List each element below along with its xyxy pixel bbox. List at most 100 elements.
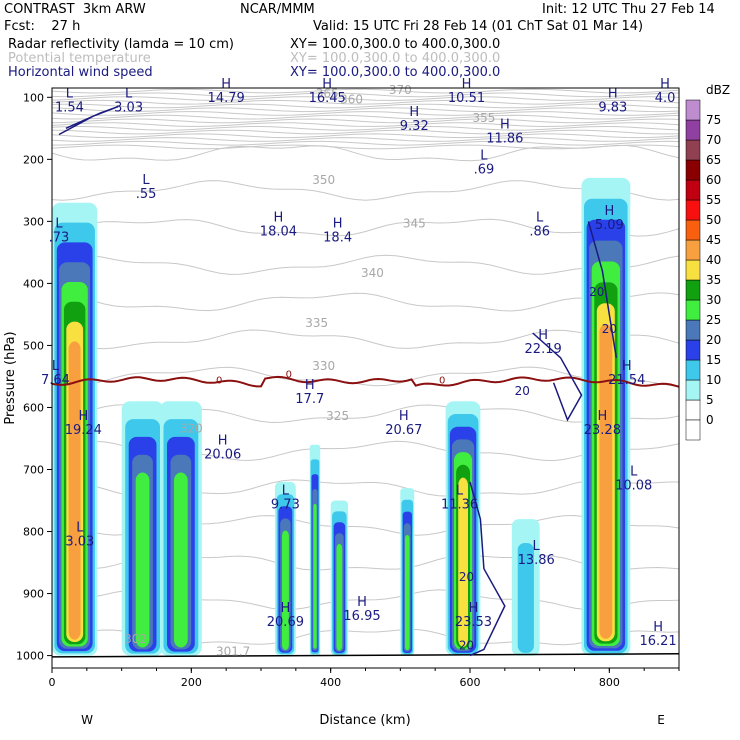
- wind-extremum: L.73: [49, 217, 70, 246]
- x-west-label: W: [81, 713, 93, 727]
- field-xy-wind: XY= 100.0,300.0 to 400.0,300.0: [290, 65, 501, 80]
- theta-contour-upper: [52, 125, 679, 131]
- theta-contour-upper: [52, 118, 679, 124]
- colorbar-level-label: 70: [706, 133, 721, 147]
- wind-extremum-type: L: [456, 483, 464, 498]
- freezing-level-label: 0: [216, 376, 222, 387]
- wind-extremum: L.86: [529, 210, 550, 239]
- wind-extremum-value: 16.45: [309, 91, 346, 106]
- colorbar-level-label: 40: [706, 253, 721, 267]
- wind-extremum: L3.03: [114, 86, 143, 115]
- wind-extremum-value: 10.08: [615, 479, 652, 494]
- wind-extremum-value: 16.21: [639, 634, 676, 649]
- wind-extremum-value: 18.04: [260, 224, 297, 239]
- wind-extremum-value: 9.83: [598, 100, 627, 115]
- wind-extremum-value: 20.06: [204, 448, 241, 463]
- wind-extremum: L.69: [474, 148, 495, 177]
- theta-contour-upper: [52, 96, 679, 101]
- wind-extremum-type: H: [399, 409, 409, 424]
- valid-time: Valid: 15 UTC Fri 28 Feb 14 (01 ChT Sat …: [313, 19, 644, 34]
- theta-contour: [52, 180, 679, 201]
- colorbar-swatch: [685, 119, 701, 141]
- colorbar-level-label: 5: [706, 393, 714, 407]
- theta-contour: [52, 218, 679, 237]
- theta-contour-upper: [52, 122, 679, 128]
- wind-extremum-value: 9.32: [400, 119, 429, 134]
- colorbar-level-label: 75: [706, 113, 721, 127]
- colorbar-swatch: [685, 139, 701, 161]
- isotach-label: 20: [459, 570, 474, 584]
- reflectivity-band: [405, 535, 410, 651]
- y-tick-label: 900: [23, 588, 44, 601]
- theta-label: 365: [316, 86, 339, 100]
- wind-extremum-value: 3.03: [65, 535, 94, 550]
- wind-extremum-value: 1.54: [55, 100, 84, 115]
- wind-extremum-value: .55: [136, 187, 157, 202]
- x-east-label: E: [657, 713, 665, 727]
- wind-extremum-value: 16.95: [343, 609, 380, 624]
- y-tick-label: 200: [23, 153, 44, 166]
- y-tick-label: 700: [23, 463, 44, 476]
- freezing-level-label: 0: [439, 376, 445, 387]
- colorbar-swatch: [685, 239, 701, 261]
- freezing-level-line: [52, 375, 679, 388]
- wind-extremum: H4.0: [655, 77, 676, 106]
- wind-extremum-value: .69: [474, 162, 495, 177]
- wind-extremum-value: 17.7: [295, 392, 324, 407]
- wind-extremum: H18.4: [323, 217, 352, 246]
- freezing-level: 0 0 0: [52, 369, 679, 658]
- isotach-label: 20: [589, 285, 604, 299]
- colorbar-swatch: [685, 199, 701, 221]
- theta-contour-upper: [52, 103, 679, 109]
- x-tick-label: 400: [320, 676, 341, 689]
- forecast-hour: Fcst: 27 h: [4, 19, 81, 34]
- isotach-line: [587, 221, 618, 358]
- wind-extremum-value: 23.53: [455, 615, 492, 630]
- wind-extremum-value: .73: [49, 231, 70, 246]
- wind-extremum: L1.54: [55, 86, 84, 115]
- y-axis-label: Pressure (hPa): [3, 331, 18, 424]
- wind-extremum-type: H: [660, 77, 670, 92]
- wind-extremum: H16.21: [639, 620, 676, 649]
- colorbar-swatch: [685, 259, 701, 281]
- colorbar-swatch: [685, 339, 701, 361]
- theta-contour-upper: [52, 107, 679, 113]
- theta-contour-upper: [52, 88, 679, 94]
- wind-extremum-type: H: [462, 77, 472, 92]
- wind-extremum-value: .86: [529, 224, 550, 239]
- wind-extremum: H20.06: [204, 434, 241, 463]
- theta-label: 340: [361, 266, 384, 280]
- wind-extremum: L13.86: [518, 539, 555, 568]
- wind-extremum-value: 11.36: [441, 497, 478, 512]
- colorbar-level-label: 35: [706, 273, 721, 287]
- colorbar-level-label: 15: [706, 353, 721, 367]
- y-tick-label: 600: [23, 401, 44, 414]
- wind-extremum: L3.03: [65, 521, 94, 550]
- field-label-theta: Potential temperature: [8, 51, 151, 66]
- wind-extremum: H18.04: [260, 210, 297, 239]
- colorbar-swatch: [685, 319, 701, 341]
- y-tick-label: 300: [23, 215, 44, 228]
- colorbar-unit: dBZ: [706, 83, 730, 97]
- theta-label: 345: [403, 217, 426, 231]
- x-axis-label: Distance (km): [319, 713, 410, 728]
- wind-extremum-type: H: [78, 409, 88, 424]
- wind-extremum: L10.08: [615, 465, 652, 494]
- theta-label: 325: [326, 409, 349, 423]
- wind-extremum-type: L: [630, 465, 638, 480]
- wind-extremum-value: 4.0: [655, 91, 676, 106]
- theta-contour-upper: [52, 140, 679, 146]
- wind-extremum-value: 11.86: [486, 131, 523, 146]
- field-xy-theta: XY= 100.0,300.0 to 400.0,300.0: [290, 51, 501, 66]
- wind-extremum-value: 7.64: [41, 373, 70, 388]
- x-tick-label: 600: [460, 676, 481, 689]
- isotach-label: 20: [459, 638, 474, 652]
- wind-extremum: H14.79: [208, 77, 245, 106]
- theta-contour: [52, 329, 679, 350]
- wind-extremum-type: H: [500, 117, 510, 132]
- wind-extremum: L9.73: [271, 483, 300, 512]
- wind-extremum-value: 5.09: [595, 218, 624, 233]
- theta-contour-upper: [52, 111, 679, 116]
- wind-extremum-type: H: [604, 204, 614, 219]
- theta-contour-upper: [52, 129, 679, 135]
